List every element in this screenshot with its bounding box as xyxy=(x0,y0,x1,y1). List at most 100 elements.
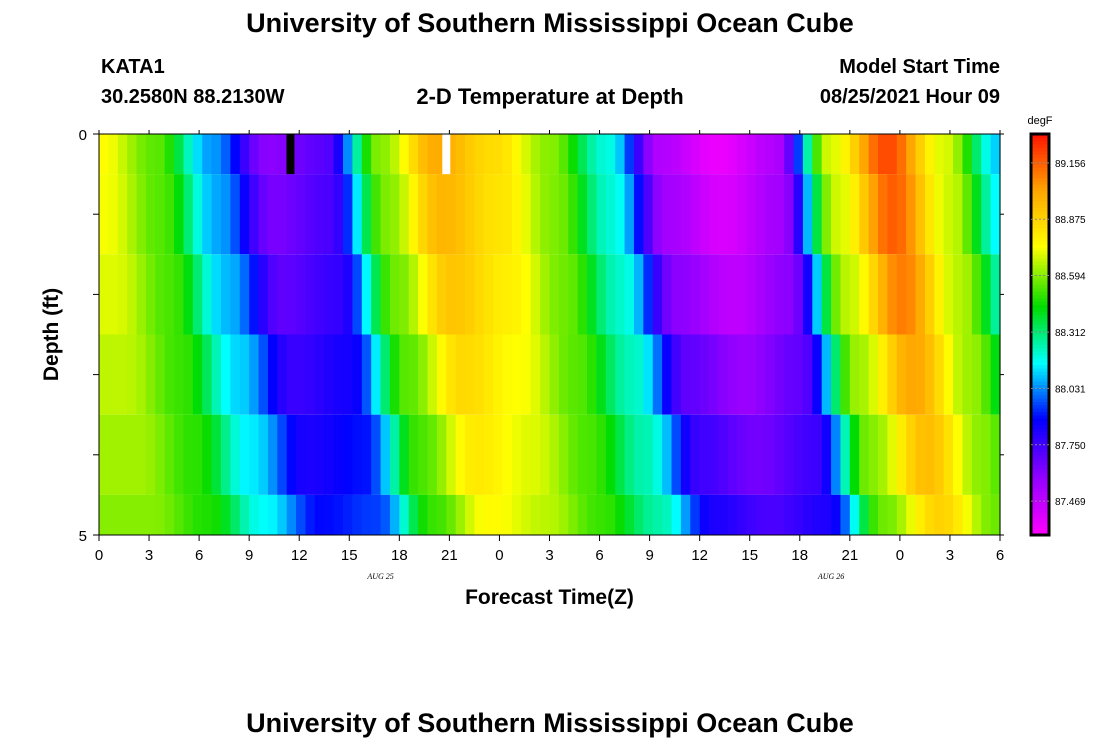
heatmap-cell xyxy=(906,494,917,535)
heatmap-cell xyxy=(493,174,504,255)
heatmap-cell xyxy=(840,414,851,495)
heatmap-cell xyxy=(971,134,982,175)
heatmap-cell xyxy=(934,334,945,415)
heatmap-cell xyxy=(502,254,513,335)
heatmap-cell xyxy=(652,494,663,535)
heatmap-cell xyxy=(784,254,795,335)
heatmap-cell xyxy=(108,134,119,175)
heatmap-cell xyxy=(474,254,485,335)
colorbar-segment xyxy=(1031,514,1049,519)
heatmap-cell xyxy=(483,174,494,255)
heatmap-cell xyxy=(793,254,804,335)
colorbar-segment xyxy=(1031,357,1049,362)
heatmap-cell xyxy=(305,174,316,255)
heatmap-cell xyxy=(249,334,260,415)
heatmap-cell xyxy=(540,174,551,255)
heatmap-cell xyxy=(99,254,109,335)
heatmap-cell xyxy=(305,494,316,535)
colorbar-segment xyxy=(1031,471,1049,476)
colorbar-segment xyxy=(1031,458,1049,463)
heatmap-cell xyxy=(568,134,579,175)
heatmap-cell xyxy=(887,414,898,495)
heatmap-cell xyxy=(831,414,842,495)
heatmap-cell xyxy=(887,254,898,335)
heatmap-cell xyxy=(859,414,870,495)
heatmap-cell xyxy=(192,334,203,415)
heatmap-cell xyxy=(953,134,964,175)
colorbar-segment xyxy=(1031,331,1049,336)
colorbar-segment xyxy=(1031,397,1049,402)
heatmap-cell xyxy=(699,254,710,335)
heatmap-cell xyxy=(521,174,532,255)
heatmap-cell xyxy=(662,254,673,335)
heatmap-cell xyxy=(774,254,785,335)
heatmap-cell xyxy=(587,174,598,255)
heatmap-cell xyxy=(859,174,870,255)
heatmap-cell xyxy=(230,254,241,335)
x-tick-label: 6 xyxy=(195,547,203,564)
heatmap-cell xyxy=(709,494,720,535)
heatmap-cell xyxy=(568,334,579,415)
heatmap-cell xyxy=(530,174,541,255)
heatmap-cell xyxy=(990,134,1001,175)
heatmap-cell xyxy=(221,494,231,535)
heatmap-cell xyxy=(127,254,138,335)
colorbar-segment xyxy=(1031,207,1049,212)
heatmap-cell xyxy=(239,134,250,175)
heatmap-cell xyxy=(155,254,166,335)
heatmap-cell xyxy=(521,334,532,415)
heatmap-cell xyxy=(877,334,888,415)
x-tick-label: 21 xyxy=(841,547,858,564)
heatmap-cell xyxy=(474,174,485,255)
heatmap-cell xyxy=(699,334,710,415)
heatmap-cell xyxy=(465,134,476,175)
heatmap-cell xyxy=(530,334,541,415)
heatmap-cell xyxy=(183,494,194,535)
colorbar-segment xyxy=(1031,474,1049,479)
heatmap-cell xyxy=(549,334,560,415)
heatmap-cell xyxy=(962,494,973,535)
colorbar-segment xyxy=(1031,184,1049,189)
x-axis-label: Forecast Time(Z) xyxy=(465,586,634,609)
colorbar-segment xyxy=(1031,431,1049,436)
heatmap-cell xyxy=(352,174,363,255)
heatmap-cell xyxy=(633,414,644,495)
colorbar-segment xyxy=(1031,444,1049,449)
heatmap-cell xyxy=(136,414,147,495)
heatmap-cell xyxy=(943,134,954,175)
colorbar-segment xyxy=(1031,237,1049,242)
heatmap-cell xyxy=(211,494,222,535)
colorbar-segment xyxy=(1031,511,1049,516)
heatmap-cell xyxy=(615,254,626,335)
heatmap-cell xyxy=(221,134,231,175)
heatmap-cell xyxy=(230,174,241,255)
heatmap-cell xyxy=(802,174,813,255)
heatmap-cell xyxy=(615,334,626,415)
heatmap-cell xyxy=(868,134,879,175)
x-tick-label: 0 xyxy=(896,547,904,564)
colorbar-segment xyxy=(1031,374,1049,379)
heatmap-cell xyxy=(521,254,532,335)
x-tick-label: 12 xyxy=(291,547,308,564)
colorbar-segment xyxy=(1031,461,1049,466)
heatmap-cell xyxy=(793,134,804,175)
heatmap-cell xyxy=(868,174,879,255)
heatmap-cell xyxy=(624,134,635,175)
heatmap-cell xyxy=(211,254,222,335)
colorbar-segment xyxy=(1031,287,1049,292)
heatmap-cell xyxy=(418,174,429,255)
heatmap-cell xyxy=(540,134,551,175)
heatmap-cell xyxy=(859,494,870,535)
heatmap-cell xyxy=(671,494,682,535)
heatmap-cell xyxy=(755,334,766,415)
heatmap-cell xyxy=(99,134,109,175)
heatmap-cell xyxy=(971,174,982,255)
heatmap-cell xyxy=(380,334,391,415)
heatmap-cell xyxy=(831,334,842,415)
heatmap-cell xyxy=(849,414,860,495)
heatmap-cell xyxy=(774,174,785,255)
heatmap-cell xyxy=(577,334,588,415)
heatmap-cell xyxy=(399,254,410,335)
heatmap-cell xyxy=(643,414,654,495)
heatmap-cell xyxy=(305,134,316,175)
